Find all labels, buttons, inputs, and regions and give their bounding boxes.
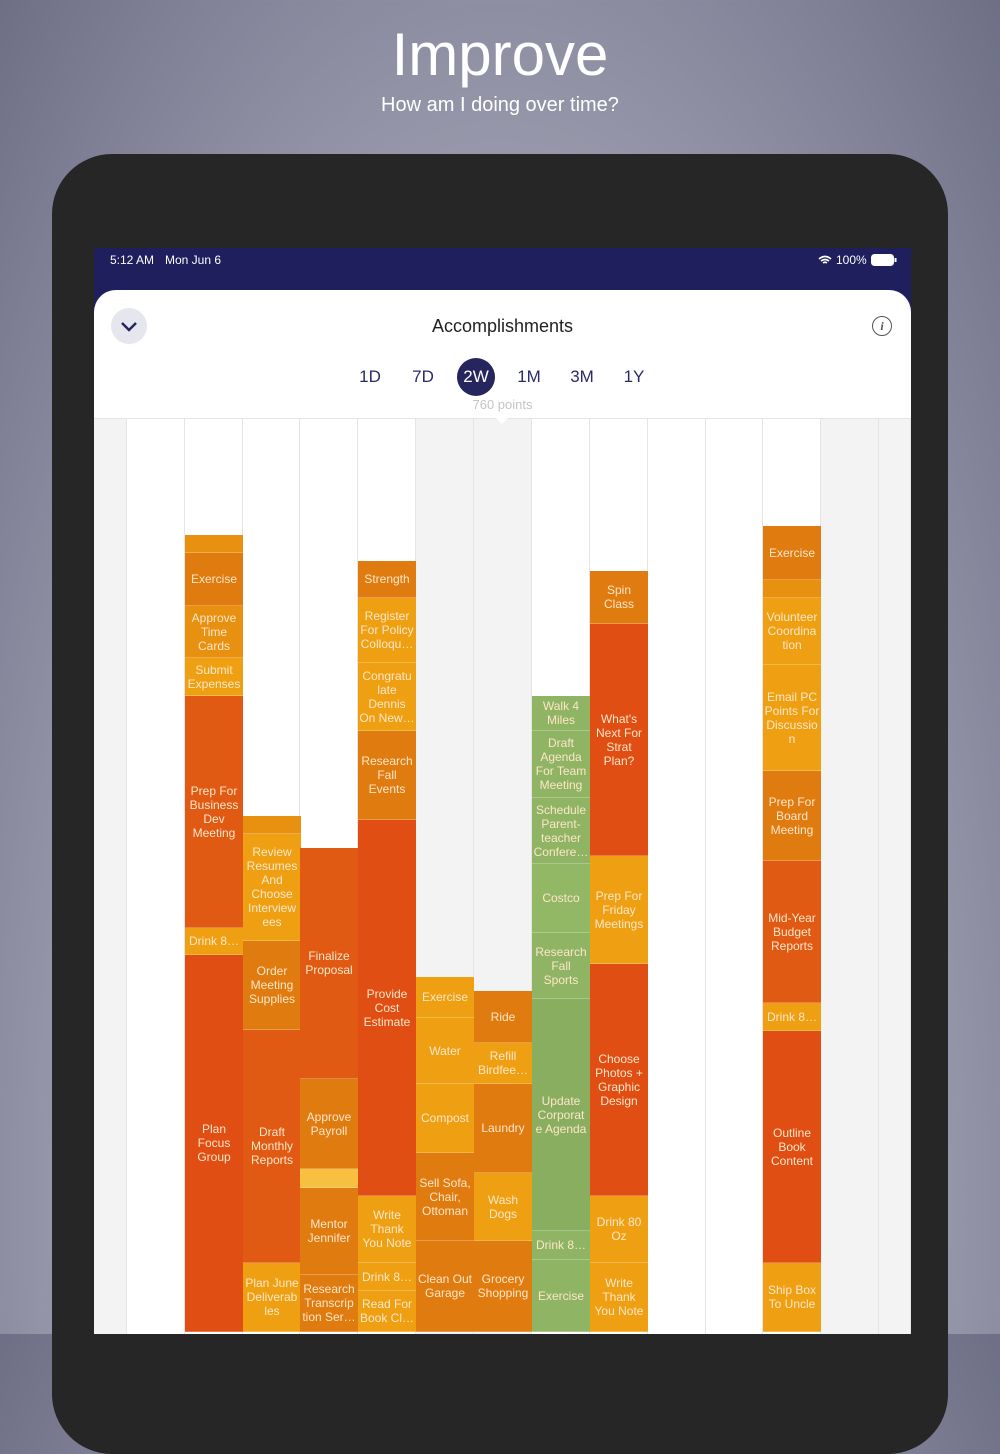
chart-area: Exercise Approve Time Cards Submit Expense… [94, 417, 911, 1334]
task-block[interactable]: Congratu late Dennis On New… [358, 663, 416, 731]
task-block[interactable]: Research Transcrip tion Ser… [300, 1275, 358, 1332]
task-block[interactable]: Plan Focus Group [185, 955, 243, 1332]
task-block[interactable]: Draft Agenda For Team Meeting [532, 731, 590, 798]
task-block[interactable]: Strength [358, 561, 416, 598]
task-block[interactable]: Approve Time Cards [185, 606, 243, 658]
task-block[interactable]: Mentor Jennifer [300, 1188, 358, 1275]
battery-text: 100% [836, 253, 867, 267]
task-block[interactable]: Ride [474, 991, 532, 1043]
task-block[interactable]: Mid-Year Budget Reports [763, 861, 821, 1003]
task-block[interactable]: Costco [532, 864, 590, 933]
task-block[interactable]: Schedule Parent- teacher Confere… [532, 798, 590, 864]
task-block[interactable]: Plan June Deliverab les [243, 1263, 301, 1332]
task-block[interactable]: Refill Birdfee… [474, 1043, 532, 1084]
sheet-title: Accomplishments [431, 316, 574, 336]
task-block[interactable]: Review Resumes And Choose Interview ees [243, 834, 301, 941]
task-block[interactable]: Write Thank You Note [358, 1196, 416, 1263]
task-block[interactable]: Spin Class [590, 571, 648, 624]
subtitle: How am I doing over time? [381, 94, 619, 116]
task-block[interactable]: Wash Dogs [474, 1173, 532, 1241]
day-column [821, 418, 879, 1334]
tab[interactable]: 1M [517, 367, 541, 386]
pointer [495, 417, 509, 424]
task-block[interactable]: Sell Sofa, Chair, Ottoman [416, 1153, 474, 1241]
task-block[interactable]: Prep For Business Dev Meeting [185, 696, 243, 928]
task-block[interactable]: Read For Book Cl… [358, 1291, 416, 1332]
task-block[interactable]: Drink 8… [185, 928, 243, 955]
task-block[interactable]: Drink 8… [532, 1231, 590, 1260]
day-column [94, 418, 127, 1334]
task-block[interactable]: What's Next For Strat Plan? [590, 624, 648, 856]
status-date: Mon Jun 6 [165, 253, 222, 267]
day-column [127, 418, 185, 1334]
day-column [706, 418, 763, 1334]
task-block[interactable]: Choose Photos + Graphic Design [590, 964, 648, 1196]
info-button[interactable]: i [872, 316, 892, 336]
wifi-icon [818, 255, 832, 264]
task-block[interactable]: Laundry [474, 1084, 532, 1173]
task-block[interactable]: Exercise [416, 977, 474, 1018]
task-block[interactable]: Order Meeting Supplies [243, 941, 301, 1030]
task-block[interactable]: Exercise [185, 553, 243, 606]
day-column [648, 418, 706, 1334]
task-block[interactable]: Grocery Shopping [474, 1241, 532, 1332]
status-time: 5:12 AM [110, 253, 155, 267]
task-block[interactable]: Research Fall Events [358, 731, 416, 820]
tab[interactable]: 1Y [623, 367, 645, 386]
task-block[interactable]: Drink 8… [763, 1003, 821, 1031]
task-block[interactable]: Register For Policy Colloqu… [358, 598, 416, 663]
task-block[interactable]: Provide Cost Estimate [358, 820, 416, 1196]
task-block[interactable] [185, 535, 243, 553]
task-block[interactable]: Research Fall Sports [532, 933, 590, 999]
task-block[interactable]: Submit Expenses [185, 658, 243, 696]
task-block[interactable] [243, 816, 301, 834]
task-block[interactable]: Update Corporat e Agenda [532, 999, 590, 1231]
task-block[interactable]: Walk 4 Miles [532, 696, 590, 731]
battery-icon [871, 254, 897, 266]
task-block[interactable]: Write Thank You Note [590, 1263, 648, 1332]
task-block[interactable]: Water [416, 1018, 474, 1084]
collapse-button[interactable] [111, 308, 147, 344]
tab[interactable]: 1D [359, 367, 381, 386]
sheet: Accomplishments i 760 points Exercise App… [94, 290, 911, 1334]
day-column [879, 418, 911, 1334]
task-block[interactable] [763, 580, 821, 598]
task-block[interactable] [300, 1169, 358, 1188]
task-block[interactable]: Outline Book Content [763, 1031, 821, 1263]
task-block[interactable]: Drink 80 Oz [590, 1196, 648, 1263]
task-block[interactable]: Ship Box To Uncle [763, 1263, 821, 1332]
tab[interactable]: 7D [412, 367, 434, 386]
tab[interactable]: 2W [457, 358, 495, 396]
task-block[interactable]: Email PC Points For Discussio n [763, 665, 821, 771]
task-block[interactable]: Prep For Board Meeting [763, 771, 821, 861]
points: 760 points [472, 397, 533, 412]
task-block[interactable]: Finalize Proposal [300, 848, 358, 1079]
task-block[interactable]: Exercise [763, 526, 821, 580]
task-block[interactable]: Draft Monthly Reports [243, 1030, 301, 1263]
task-block[interactable]: Drink 8… [358, 1263, 416, 1291]
task-block[interactable]: Volunteer Coordina tion [763, 598, 821, 665]
title: Improve [391, 21, 609, 88]
screen: 5:12 AM Mon Jun 6 100% Accomplishments i… [94, 248, 911, 1334]
task-block[interactable]: Exercise [532, 1260, 590, 1332]
task-block[interactable]: Compost [416, 1084, 474, 1153]
tab[interactable]: 3M [570, 367, 594, 386]
task-block[interactable]: Clean Out Garage [416, 1241, 474, 1332]
task-block[interactable]: Approve Payroll [300, 1079, 358, 1169]
task-block[interactable]: Prep For Friday Meetings [590, 856, 648, 964]
